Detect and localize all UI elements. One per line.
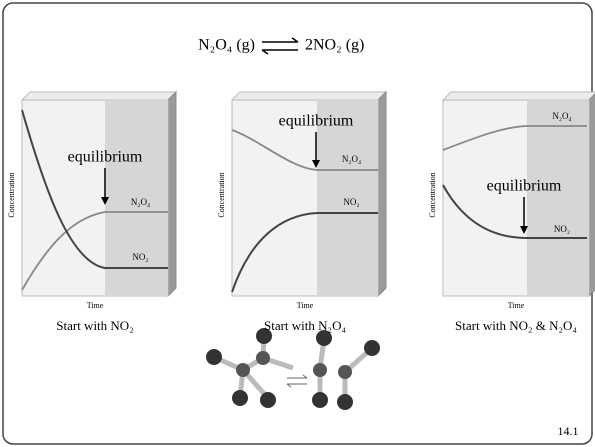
slide: N₂O₄ (g) 2NO₂ (g) 14.1 N₂O₄ NO₂ equilibriu…	[0, 0, 595, 447]
lower-curve-label: NO₂	[343, 197, 359, 207]
caption: Start with NO₂	[56, 318, 133, 333]
equilibrium-label: equilibrium	[68, 149, 143, 166]
y-axis-label: Concentration	[428, 172, 437, 217]
box-top	[443, 92, 595, 100]
page-number: 14.1	[558, 424, 579, 438]
box-side	[168, 92, 176, 296]
equilibrium-region	[527, 100, 589, 296]
product: 2NO₂ (g)	[305, 37, 364, 54]
equilibrium-label: equilibrium	[487, 178, 562, 195]
y-axis-label: Concentration	[7, 172, 16, 217]
upper-curve-label: N₂O₄	[552, 111, 571, 121]
box-top	[22, 92, 176, 100]
x-axis-label: Time	[87, 301, 104, 310]
equilibrium-label: equilibrium	[279, 113, 354, 130]
lower-curve-label: NO₂	[132, 252, 148, 262]
box-top	[232, 92, 386, 100]
y-axis-label: Concentration	[217, 172, 226, 217]
box-side	[589, 92, 595, 296]
box-side	[378, 92, 386, 296]
caption: Start with NO₂ & N₂O₄	[455, 318, 577, 333]
upper-curve-label: N₂O₄	[342, 154, 361, 164]
reactant: N₂O₄ (g)	[198, 37, 255, 54]
upper-curve-label: N₂O₄	[131, 197, 150, 207]
lower-curve-label: NO₂	[554, 224, 570, 234]
caption: Start with N₂O₄	[264, 318, 346, 333]
x-axis-label: Time	[508, 301, 525, 310]
x-axis-label: Time	[297, 301, 314, 310]
